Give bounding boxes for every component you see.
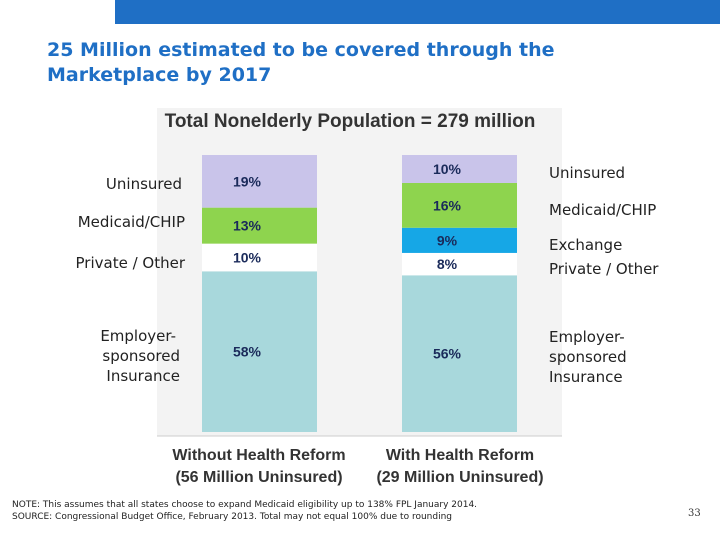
top-accent-bar [115, 0, 720, 24]
data-label-medicaid-1: 16% [433, 197, 462, 213]
right-label-private: Private / Other [549, 260, 659, 278]
bar-medicaid-1 [402, 182, 517, 228]
category-label-1-line2: (29 Million Uninsured) [376, 469, 543, 486]
bar-private-0 [202, 243, 317, 272]
data-label-medicaid-0: 13% [233, 218, 262, 234]
right-label-employer-line2: sponsored [549, 348, 627, 366]
data-label-uninsured-0: 19% [233, 173, 262, 189]
bar-uninsured-1 [402, 155, 517, 183]
right-label-employer-line1: Employer- [549, 328, 625, 346]
bars-group: 58% 10% 13% 19% 56% 8% 9% 16% 10% [202, 155, 517, 432]
slide-title: 25 Million estimated to be covered throu… [47, 38, 607, 88]
category-label-0-line2: (56 Million Uninsured) [175, 469, 342, 486]
data-label-uninsured-1: 10% [433, 161, 462, 177]
bar-exchange-1 [402, 227, 517, 253]
right-label-employer: Employer- sponsored Insurance [549, 327, 709, 387]
right-label-uninsured: Uninsured [549, 164, 626, 182]
bar-private-1 [402, 252, 517, 276]
bar-medicaid-0 [202, 207, 317, 244]
chart-title: Total Nonelderly Population = 279 millio… [165, 111, 536, 132]
right-label-exchange: Exchange [549, 236, 623, 254]
slide-title-line1: 25 Million estimated to be covered throu… [47, 39, 555, 61]
data-label-private-0: 10% [233, 249, 262, 265]
data-label-exchange-1: 9% [437, 232, 458, 248]
footnote: NOTE: This assumes that all states choos… [12, 499, 477, 523]
right-label-employer-line3: Insurance [549, 368, 623, 386]
bar-uninsured-0 [202, 155, 317, 208]
left-label-employer-line1: Employer- [100, 327, 176, 345]
footnote-line2: SOURCE: Congressional Budget Office, Feb… [12, 512, 452, 522]
data-label-employer-0: 58% [233, 344, 262, 360]
data-label-private-1: 8% [437, 256, 458, 272]
left-label-medicaid: Medicaid/CHIP [77, 213, 185, 231]
bar-employer-0 [202, 271, 317, 432]
left-label-employer-line2: sponsored [102, 347, 180, 365]
right-label-medicaid: Medicaid/CHIP [549, 201, 657, 219]
left-label-uninsured: Uninsured [105, 175, 182, 193]
category-label-0-line1: Without Health Reform [172, 447, 345, 464]
bar-employer-1 [402, 275, 517, 432]
page-number: 33 [688, 508, 701, 519]
data-label-employer-1: 56% [433, 346, 462, 362]
slide-title-line2: Marketplace by 2017 [47, 64, 272, 86]
footnote-line1: NOTE: This assumes that all states choos… [12, 500, 478, 510]
left-label-private: Private / Other [75, 254, 185, 272]
left-label-employer-line3: Insurance [106, 367, 180, 385]
category-label-1-line1: With Health Reform [386, 447, 534, 464]
left-label-employer: Employer- sponsored Insurance [40, 326, 180, 386]
